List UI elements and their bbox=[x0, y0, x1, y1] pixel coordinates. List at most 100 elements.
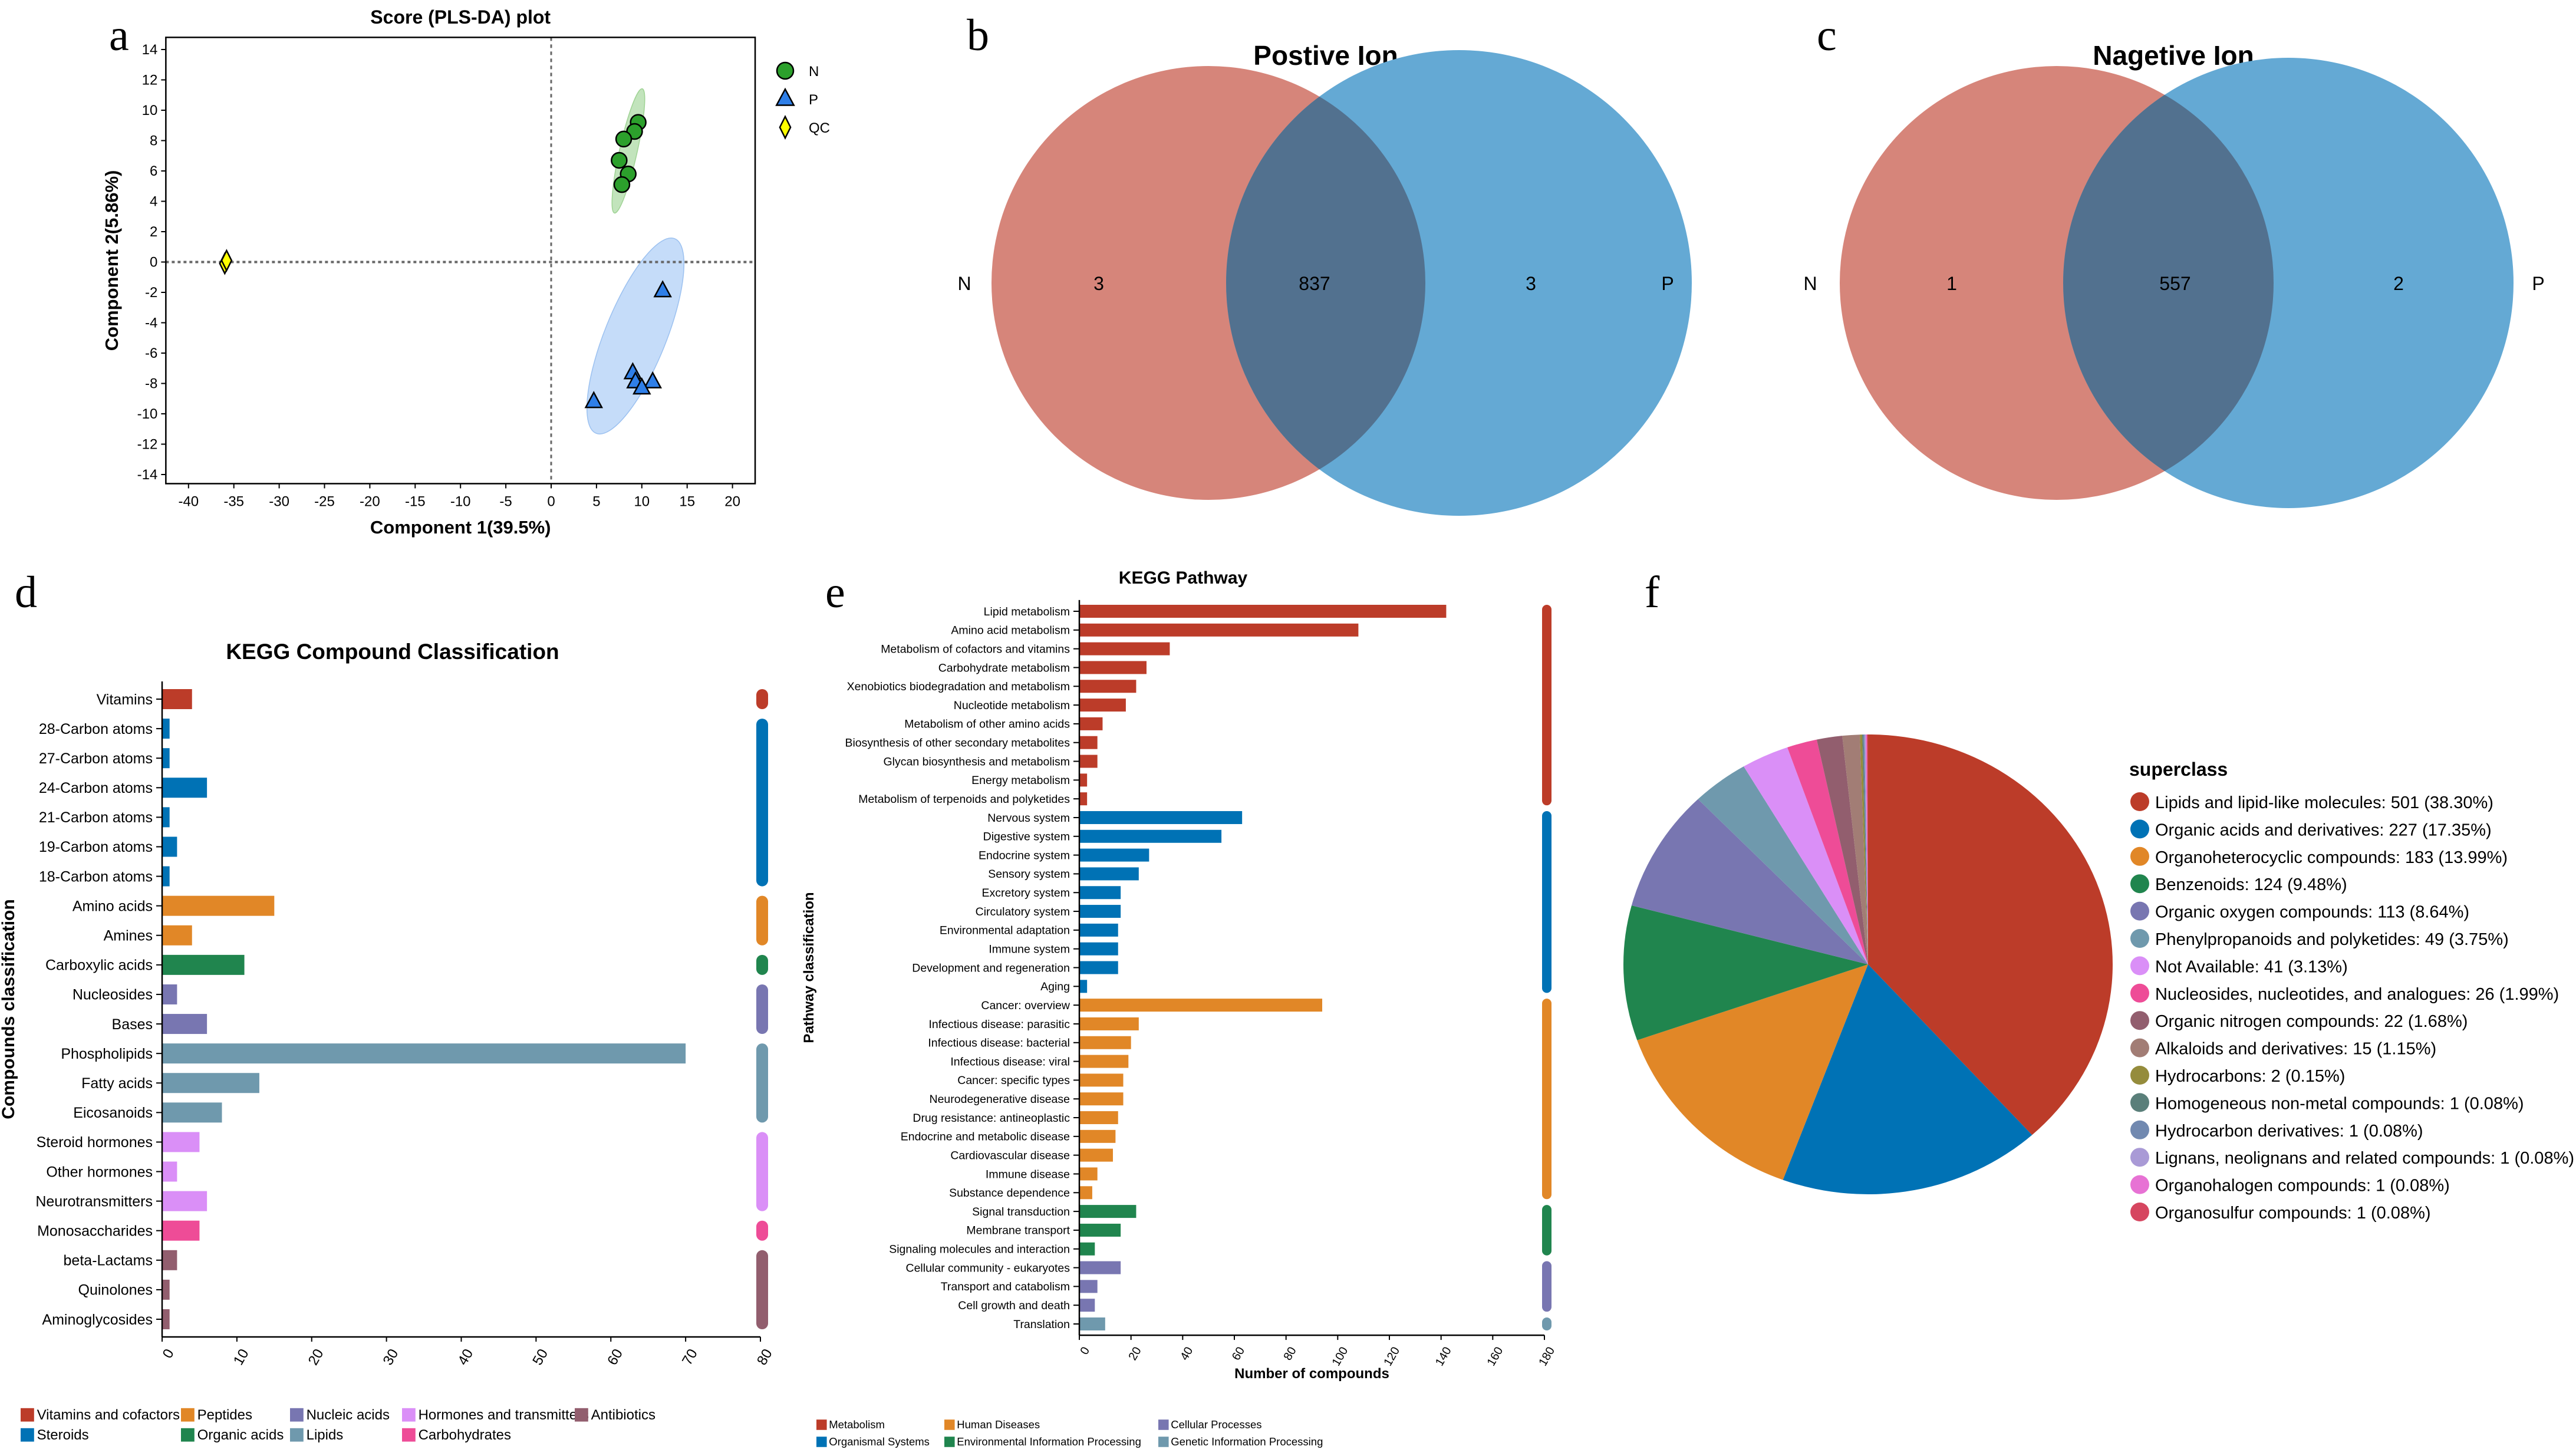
bar bbox=[162, 1250, 177, 1270]
legend-category: Organic oxygen compounds bbox=[2155, 903, 2368, 922]
legend-count: 1 bbox=[2376, 1177, 2385, 1195]
legend-marker bbox=[2130, 819, 2149, 839]
legend-category: Organic nitrogen compounds bbox=[2155, 1012, 2374, 1031]
category-label: 24-Carbon atoms bbox=[39, 780, 153, 796]
category-label: Carbohydrate metabolism bbox=[938, 661, 1070, 674]
legend-swatch bbox=[402, 1428, 416, 1442]
legend-category: Hydrocarbon derivatives bbox=[2155, 1122, 2340, 1141]
legend-paren: ) bbox=[2417, 1122, 2423, 1141]
group-indicator-bar bbox=[1542, 1317, 1551, 1330]
category-label: Cancer: overview bbox=[981, 999, 1070, 1012]
chart-title: KEGG Compound Classification bbox=[226, 640, 559, 664]
bar bbox=[1079, 605, 1447, 618]
panel-c-venn: Nagetive Ion N 1 557 2 P bbox=[1803, 40, 2545, 508]
bar bbox=[1079, 1092, 1124, 1106]
category-label: Xenobiotics biodegradation and metabolis… bbox=[847, 680, 1070, 693]
legend-count: 1 bbox=[2357, 1204, 2366, 1223]
legend-paren: ) bbox=[2568, 1149, 2574, 1168]
bar bbox=[1079, 886, 1121, 900]
category-label: Development and regeneration bbox=[912, 961, 1070, 974]
legend-swatch bbox=[181, 1428, 195, 1442]
pie-slice bbox=[1787, 739, 1868, 964]
legend-swatch bbox=[290, 1408, 304, 1422]
pie-slice bbox=[1862, 734, 1868, 964]
pie-slice bbox=[1866, 734, 1868, 964]
legend-separator: : bbox=[2262, 1067, 2271, 1086]
y-tick-label: -4 bbox=[145, 315, 157, 331]
legend-paren: ( bbox=[2459, 1094, 2470, 1113]
legend-count: 227 bbox=[2389, 821, 2417, 839]
bar bbox=[162, 689, 192, 709]
venn-count-N-only: 1 bbox=[1946, 273, 1957, 294]
bar bbox=[1079, 1036, 1131, 1049]
legend-paren: ( bbox=[2358, 1122, 2369, 1141]
legend-paren: ( bbox=[2495, 985, 2505, 1004]
legend-paren: ( bbox=[2444, 930, 2455, 949]
category-label: 21-Carbon atoms bbox=[39, 809, 153, 826]
legend-paren: ) bbox=[2444, 1177, 2450, 1195]
legend-category: Organosulfur compounds bbox=[2155, 1204, 2347, 1223]
legend-category: Lipids and lipid-like molecules bbox=[2155, 793, 2381, 812]
x-tick-label: 5 bbox=[592, 493, 600, 509]
legend-label: Cellular Processes bbox=[1171, 1418, 1261, 1431]
category-label: Amines bbox=[104, 928, 153, 944]
panel-a-scatter: Score (PLS-DA) plot-40 -35 -30 -25 -20 -15 -10… bbox=[101, 6, 830, 538]
legend-label: Metabolism bbox=[829, 1418, 885, 1431]
legend-label: Peptides bbox=[197, 1407, 252, 1423]
legend-label: Vitamins and cofactors bbox=[37, 1407, 180, 1423]
category-label: Phospholipids bbox=[61, 1046, 153, 1062]
x-tick-label: -25 bbox=[314, 493, 335, 509]
pie-slice bbox=[1783, 964, 2033, 1194]
confidence-ellipse-N bbox=[611, 88, 645, 214]
x-tick-label: 180 bbox=[1536, 1345, 1557, 1368]
legend-count: 1 bbox=[2500, 1149, 2509, 1168]
legend-separator: : bbox=[2491, 1149, 2500, 1168]
y-tick-label: 6 bbox=[150, 163, 157, 179]
bar bbox=[1079, 961, 1118, 974]
pie-slice bbox=[1744, 747, 1868, 964]
legend-label: Nucleic acids bbox=[307, 1407, 390, 1423]
legend-separator: : bbox=[2466, 985, 2475, 1004]
category-label: Vitamins bbox=[97, 691, 153, 708]
panel-letter-b: b bbox=[967, 11, 989, 60]
bar bbox=[1079, 942, 1118, 956]
bar bbox=[1079, 736, 1098, 749]
category-label: Cellular community - eukaryotes bbox=[905, 1261, 1070, 1274]
legend-paren: ( bbox=[2366, 1204, 2377, 1223]
pie-slice bbox=[1816, 736, 1868, 964]
legend-count: 15 bbox=[2353, 1040, 2371, 1059]
legend-percent: 13.99% bbox=[2444, 848, 2502, 867]
category-label: Membrane transport bbox=[966, 1224, 1070, 1237]
bar bbox=[1079, 623, 1359, 637]
bar bbox=[162, 1220, 200, 1241]
legend-category: Organohalogen compounds bbox=[2155, 1177, 2366, 1195]
x-tick-label: 10 bbox=[230, 1346, 252, 1368]
data-point-N bbox=[611, 151, 628, 169]
legend-paren: ( bbox=[2417, 821, 2428, 839]
category-label: Cancer: specific types bbox=[957, 1074, 1070, 1087]
y-tick-label: 8 bbox=[150, 133, 157, 149]
bar bbox=[1079, 999, 1323, 1012]
bar bbox=[1079, 905, 1121, 918]
legend-paren: ( bbox=[2283, 957, 2294, 976]
x-tick-label: -15 bbox=[405, 493, 426, 509]
bar bbox=[1079, 680, 1137, 693]
bar bbox=[162, 895, 275, 916]
y-tick-label: -6 bbox=[145, 345, 157, 361]
legend-label: Organohalogen compounds: 1 (0.08%) bbox=[2155, 1177, 2450, 1195]
legend-separator: : bbox=[2366, 1177, 2376, 1195]
category-label: Infectious disease: parasitic bbox=[928, 1018, 1070, 1031]
pie-slice bbox=[1868, 734, 2113, 1135]
bar bbox=[1079, 792, 1088, 806]
category-label: Drug resistance: antineoplastic bbox=[913, 1112, 1070, 1125]
bar bbox=[1079, 1073, 1124, 1087]
legend-label: Lipids and lipid-like molecules: 501 (38… bbox=[2155, 793, 2493, 812]
data-point-N bbox=[615, 130, 633, 148]
x-tick-label: -20 bbox=[360, 493, 380, 509]
bar bbox=[162, 1132, 200, 1152]
legend-label: Organoheterocyclic compounds: 183 (13.99… bbox=[2155, 848, 2508, 867]
category-label: Signaling molecules and interaction bbox=[889, 1243, 1070, 1256]
bar bbox=[1079, 1261, 1121, 1274]
legend-category: Not Available bbox=[2155, 957, 2255, 976]
